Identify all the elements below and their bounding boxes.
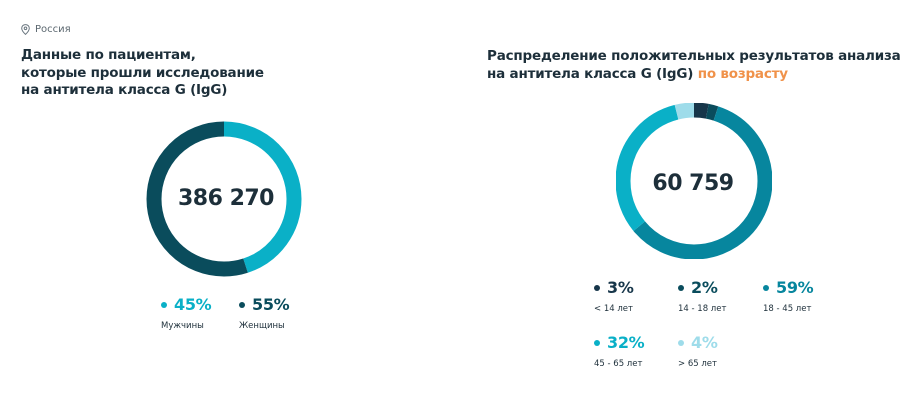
legend-row: 4% — [678, 333, 718, 352]
legend-label: Женщины — [239, 321, 285, 331]
legend-value: 45% — [174, 295, 212, 314]
legend-value: 55% — [252, 295, 290, 314]
age-chart-title: Распределение положительных результатов … — [487, 48, 907, 83]
legend-dot — [594, 339, 600, 346]
legend-value: 2% — [691, 278, 718, 297]
donut-segment — [146, 121, 302, 277]
donut-segment — [616, 103, 772, 259]
legend-label: < 14 лет — [594, 304, 633, 314]
legend-item: 55% Женщины — [239, 295, 290, 331]
legend-item: 32% 45 - 65 лет — [594, 333, 645, 369]
legend-row: 45% — [161, 295, 212, 314]
legend-label: 45 - 65 лет — [594, 359, 643, 369]
legend-row: 55% — [239, 295, 290, 314]
patients-total: 386 270 — [177, 186, 275, 211]
legend-item: 59% 18 - 45 лет — [763, 278, 814, 314]
legend-item: 2% 14 - 18 лет — [678, 278, 726, 314]
legend-dot — [678, 339, 684, 346]
age-donut-chart — [616, 103, 772, 259]
title-line: которые прошли исследование — [21, 64, 264, 81]
title-text: на антитела класса G (IgG) — [487, 65, 694, 82]
title-line: Данные по пациентам, — [21, 47, 196, 63]
title-line: на антитела класса G (IgG) по возрасту — [487, 66, 907, 84]
patients-chart-title: Данные по пациентам, которые прошли иссл… — [21, 47, 321, 100]
legend-row: 2% — [678, 278, 726, 297]
location-pin-icon — [21, 24, 30, 35]
legend-dot — [161, 301, 167, 308]
legend-label: > 65 лет — [678, 359, 717, 369]
legend-label: 14 - 18 лет — [678, 304, 727, 314]
gender-donut-chart — [146, 121, 302, 277]
legend-value: 3% — [607, 278, 634, 297]
legend-label: Мужчины — [161, 321, 204, 331]
legend-item: 4% > 65 лет — [678, 333, 718, 369]
legend-dot — [594, 284, 600, 291]
title-highlight: по возрасту — [697, 65, 788, 82]
legend-dot — [678, 284, 684, 291]
legend-row: 32% — [594, 333, 645, 352]
legend-row: 3% — [594, 278, 634, 297]
legend-dot — [239, 301, 245, 308]
legend-item: 45% Мужчины — [161, 295, 212, 331]
legend-label: 18 - 45 лет — [763, 304, 812, 314]
donut-segment — [616, 103, 772, 259]
legend-value: 59% — [776, 278, 814, 297]
legend-row: 59% — [763, 278, 814, 297]
legend-dot — [763, 284, 769, 291]
legend-value: 4% — [691, 333, 718, 352]
positive-total: 60 759 — [652, 171, 734, 196]
legend-item: 3% < 14 лет — [594, 278, 634, 314]
title-line: Распределение положительных результатов … — [487, 48, 901, 64]
title-line: на антитела класса G (IgG) — [21, 82, 228, 98]
location-label: Россия — [35, 24, 71, 35]
location-indicator: Россия — [21, 24, 71, 35]
legend-value: 32% — [607, 333, 645, 352]
donut-segment — [616, 103, 772, 259]
